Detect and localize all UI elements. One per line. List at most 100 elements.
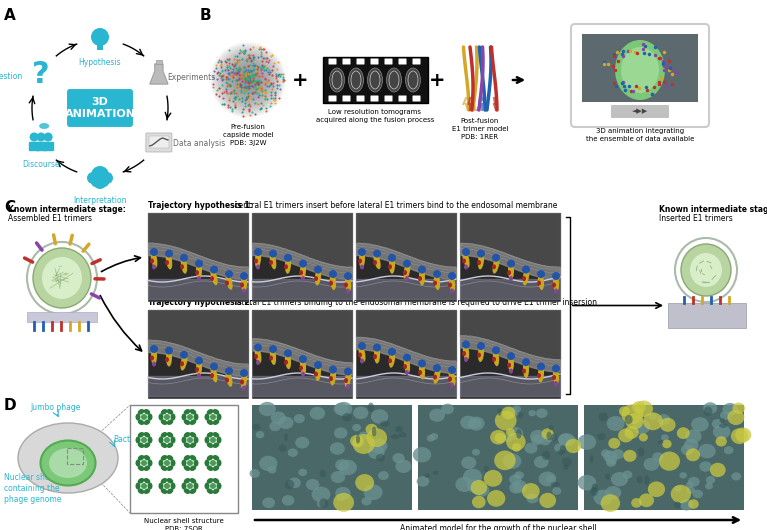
Ellipse shape [389, 256, 395, 274]
Ellipse shape [242, 288, 246, 294]
Ellipse shape [166, 478, 173, 483]
FancyBboxPatch shape [66, 88, 134, 128]
Ellipse shape [623, 471, 632, 479]
Ellipse shape [180, 254, 188, 262]
Ellipse shape [601, 494, 620, 512]
Ellipse shape [150, 356, 154, 360]
Circle shape [224, 56, 272, 104]
Ellipse shape [335, 459, 349, 471]
Ellipse shape [150, 345, 158, 353]
Circle shape [244, 76, 252, 84]
Ellipse shape [565, 439, 581, 453]
Ellipse shape [492, 256, 499, 273]
Ellipse shape [605, 473, 610, 480]
Ellipse shape [522, 368, 526, 374]
Ellipse shape [330, 443, 345, 455]
Ellipse shape [502, 407, 515, 419]
Ellipse shape [433, 375, 437, 379]
Text: C: C [4, 200, 15, 215]
Ellipse shape [268, 466, 277, 473]
Ellipse shape [441, 403, 454, 414]
FancyBboxPatch shape [460, 213, 560, 301]
Ellipse shape [165, 250, 173, 258]
Ellipse shape [338, 460, 357, 475]
Text: Interpretation: Interpretation [74, 196, 127, 205]
Ellipse shape [515, 471, 524, 479]
Ellipse shape [464, 357, 468, 362]
Ellipse shape [49, 448, 87, 478]
Ellipse shape [539, 493, 556, 508]
Text: Trajectory hypothesis 1:: Trajectory hypothesis 1: [148, 201, 253, 210]
Ellipse shape [216, 437, 222, 444]
Ellipse shape [403, 270, 407, 275]
Ellipse shape [731, 428, 749, 444]
Ellipse shape [388, 348, 396, 356]
Ellipse shape [161, 443, 167, 448]
Ellipse shape [189, 432, 196, 438]
Ellipse shape [396, 460, 411, 473]
Ellipse shape [210, 363, 218, 370]
Ellipse shape [590, 455, 594, 463]
Ellipse shape [508, 427, 523, 440]
Ellipse shape [552, 375, 556, 380]
FancyBboxPatch shape [357, 58, 364, 65]
Ellipse shape [330, 68, 344, 92]
Ellipse shape [240, 272, 248, 280]
Ellipse shape [719, 418, 725, 423]
Ellipse shape [359, 250, 365, 268]
Ellipse shape [196, 359, 202, 377]
Ellipse shape [278, 417, 294, 429]
Ellipse shape [626, 413, 644, 429]
Ellipse shape [516, 429, 522, 439]
FancyBboxPatch shape [27, 312, 97, 322]
Ellipse shape [732, 472, 741, 481]
Ellipse shape [660, 418, 676, 432]
Ellipse shape [344, 272, 352, 280]
Ellipse shape [317, 500, 325, 507]
Ellipse shape [503, 434, 513, 442]
Ellipse shape [269, 345, 277, 353]
Ellipse shape [210, 373, 214, 378]
Ellipse shape [644, 458, 659, 471]
Ellipse shape [252, 423, 260, 430]
FancyBboxPatch shape [146, 133, 172, 152]
Ellipse shape [522, 358, 530, 366]
Text: Discourse: Discourse [22, 160, 60, 169]
Circle shape [187, 460, 193, 466]
Ellipse shape [205, 482, 209, 490]
Ellipse shape [632, 401, 646, 413]
Ellipse shape [612, 449, 624, 460]
Ellipse shape [460, 416, 476, 429]
Text: 3D animation integrating
the ensemble of data available: 3D animation integrating the ensemble of… [586, 128, 694, 142]
Circle shape [218, 50, 278, 110]
Ellipse shape [301, 276, 305, 281]
Circle shape [37, 132, 45, 142]
Ellipse shape [374, 252, 380, 269]
Ellipse shape [352, 437, 364, 447]
Ellipse shape [294, 414, 304, 423]
Ellipse shape [150, 250, 157, 268]
Ellipse shape [195, 270, 199, 275]
Ellipse shape [249, 469, 260, 478]
FancyBboxPatch shape [252, 213, 352, 301]
Ellipse shape [552, 365, 560, 373]
Ellipse shape [184, 432, 190, 438]
Circle shape [225, 57, 271, 103]
Ellipse shape [166, 432, 173, 438]
Ellipse shape [360, 264, 364, 269]
Ellipse shape [685, 429, 702, 443]
Ellipse shape [522, 483, 540, 499]
Ellipse shape [680, 499, 693, 510]
Ellipse shape [493, 348, 499, 366]
Circle shape [226, 58, 270, 102]
Circle shape [101, 172, 113, 184]
Ellipse shape [212, 419, 219, 425]
Ellipse shape [335, 487, 351, 500]
Ellipse shape [225, 367, 233, 375]
Ellipse shape [674, 485, 682, 492]
Ellipse shape [315, 363, 321, 381]
Ellipse shape [189, 478, 196, 483]
Ellipse shape [413, 447, 431, 463]
Ellipse shape [448, 282, 452, 287]
Ellipse shape [670, 485, 691, 503]
